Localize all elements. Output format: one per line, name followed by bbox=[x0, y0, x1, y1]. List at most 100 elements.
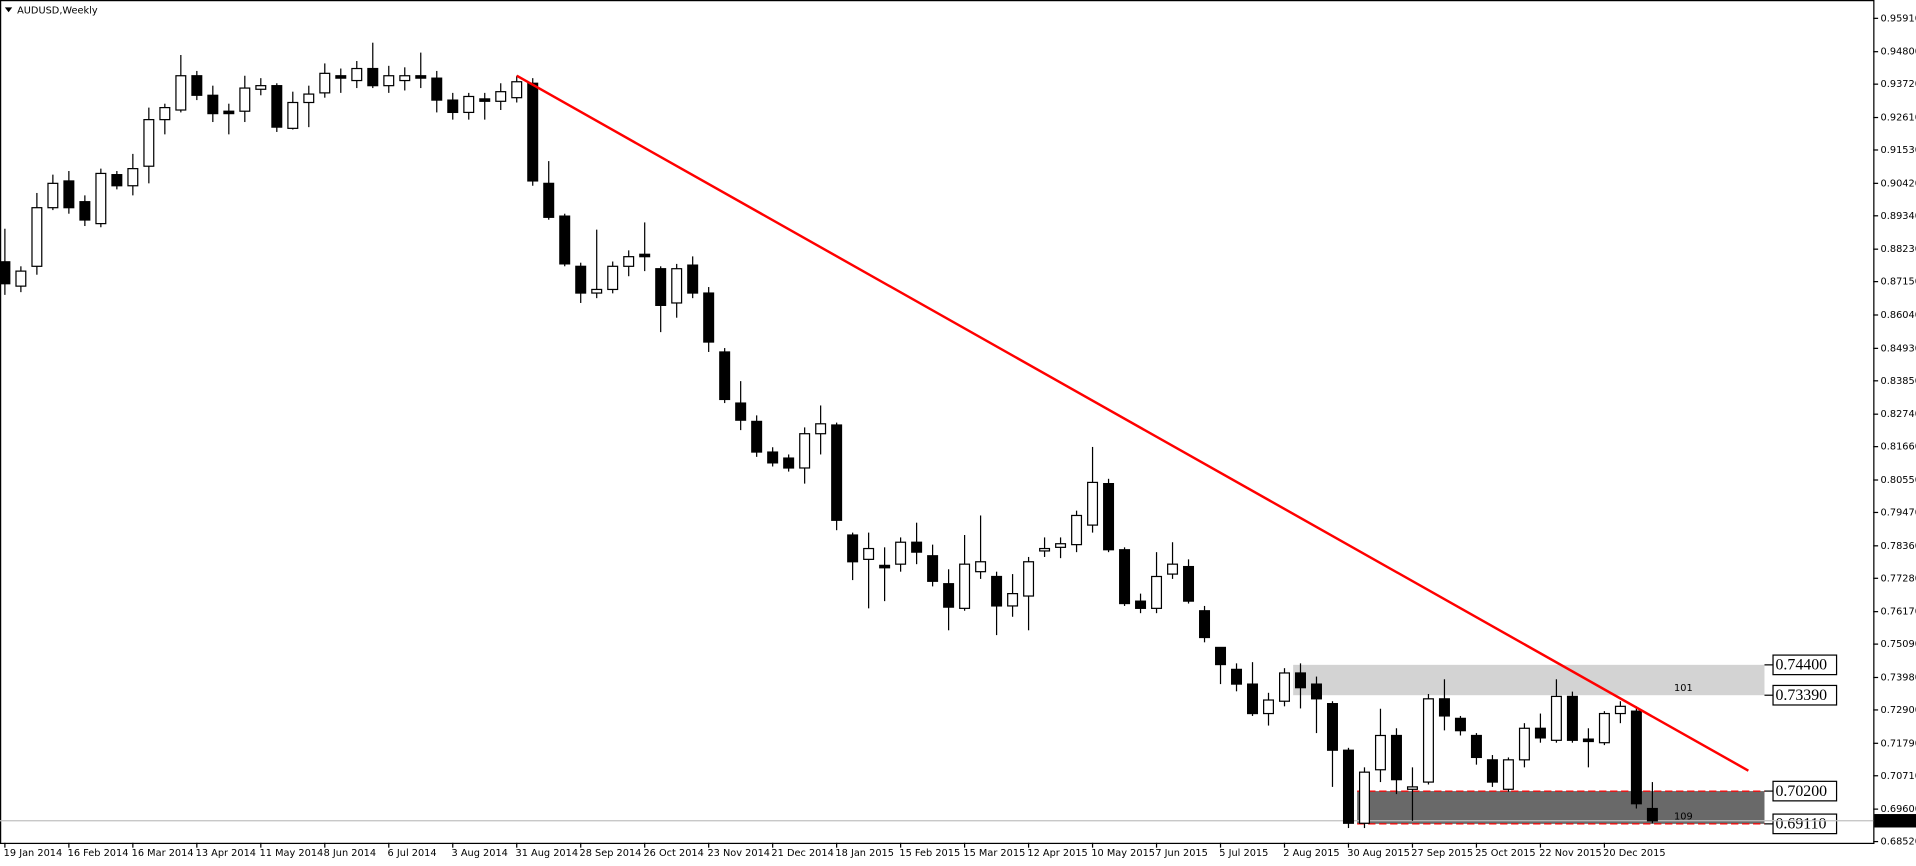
candle-down bbox=[703, 292, 715, 343]
candle-down bbox=[927, 555, 939, 582]
level-label: 0.74400 bbox=[1775, 657, 1827, 674]
candle-down bbox=[223, 110, 235, 115]
candle-down bbox=[783, 457, 795, 469]
candle-down bbox=[719, 351, 731, 401]
candle-up bbox=[95, 172, 107, 225]
candle-down bbox=[271, 85, 283, 128]
candle-down bbox=[1247, 683, 1259, 715]
candle-up bbox=[127, 168, 139, 187]
candle-up bbox=[895, 541, 907, 565]
candle-up bbox=[303, 93, 315, 104]
candle-up bbox=[463, 95, 475, 114]
level-label: 0.73390 bbox=[1775, 687, 1827, 704]
x-tick-label: 6 Jul 2014 bbox=[388, 848, 437, 859]
x-tick-label: 5 Jul 2015 bbox=[1219, 848, 1268, 859]
candle-up bbox=[47, 182, 59, 209]
candle-up bbox=[671, 268, 683, 304]
candle-down bbox=[1342, 749, 1354, 824]
candle-up bbox=[159, 106, 171, 121]
x-tick-label: 8 Jun 2014 bbox=[324, 848, 377, 859]
candle-down bbox=[1470, 734, 1482, 759]
candle-up bbox=[815, 423, 827, 435]
candle-up bbox=[1039, 547, 1051, 552]
candle-down bbox=[1390, 734, 1402, 781]
candle-down bbox=[1630, 710, 1642, 805]
candle-up bbox=[799, 433, 811, 469]
candle-up bbox=[863, 547, 875, 560]
zone bbox=[1293, 664, 1765, 696]
candle-down bbox=[335, 75, 347, 79]
candle-up bbox=[1406, 786, 1418, 790]
candle-down bbox=[191, 75, 203, 96]
candle-up bbox=[623, 256, 635, 267]
level-label: 0.69110 bbox=[1775, 816, 1826, 833]
candle-down bbox=[751, 420, 763, 453]
x-tick-label: 27 Sep 2015 bbox=[1411, 848, 1473, 859]
candle-up bbox=[15, 270, 27, 287]
x-tick-label: 3 Aug 2014 bbox=[452, 848, 508, 859]
candle-down bbox=[559, 215, 571, 265]
candle-up bbox=[1007, 593, 1019, 607]
candle-up bbox=[511, 81, 523, 99]
candle-up bbox=[1502, 759, 1514, 790]
x-tick-label: 25 Oct 2015 bbox=[1475, 848, 1535, 859]
candle-up bbox=[31, 207, 43, 267]
candle-up bbox=[239, 87, 251, 112]
candle-down bbox=[639, 253, 651, 258]
candle-up bbox=[591, 288, 603, 294]
candle-down bbox=[1135, 600, 1147, 609]
candle-up bbox=[1374, 734, 1386, 771]
candle-up bbox=[143, 119, 155, 167]
x-tick-label: 7 Jun 2015 bbox=[1155, 848, 1208, 859]
candle-down bbox=[735, 402, 747, 421]
candle-down bbox=[1438, 698, 1450, 717]
y-tick-label: 0.68520 bbox=[1881, 837, 1916, 848]
zone-label: 101 bbox=[1674, 683, 1693, 694]
candle-up bbox=[1358, 771, 1370, 824]
candle-down bbox=[207, 94, 219, 115]
candle-down bbox=[943, 583, 955, 608]
candle-down bbox=[1199, 610, 1211, 639]
candle-up bbox=[319, 72, 331, 94]
candle-up bbox=[1167, 563, 1179, 575]
candle-down bbox=[415, 75, 427, 79]
candle-down bbox=[687, 264, 699, 294]
candle-down bbox=[1486, 759, 1498, 783]
x-tick-label: 28 Sep 2014 bbox=[579, 848, 641, 859]
x-tick-label: 2 Aug 2015 bbox=[1283, 848, 1339, 859]
candle-up bbox=[975, 561, 987, 573]
menu-arrow[interactable] bbox=[4, 7, 13, 13]
candle-up bbox=[1422, 698, 1434, 783]
candle-down bbox=[527, 82, 539, 182]
candle-up bbox=[1598, 712, 1610, 744]
x-tick-label: 15 Mar 2015 bbox=[963, 848, 1025, 859]
x-tick-label: 13 Apr 2014 bbox=[196, 848, 256, 859]
trendline bbox=[516, 74, 1749, 772]
candle-down bbox=[1454, 717, 1466, 732]
candle-down bbox=[1119, 549, 1131, 605]
candle-up bbox=[1023, 561, 1035, 597]
candle-down bbox=[1215, 646, 1227, 666]
candle-up bbox=[255, 85, 267, 90]
candle-up bbox=[1055, 543, 1067, 548]
candle-down bbox=[991, 575, 1003, 607]
x-tick-label: 16 Feb 2014 bbox=[68, 848, 129, 859]
